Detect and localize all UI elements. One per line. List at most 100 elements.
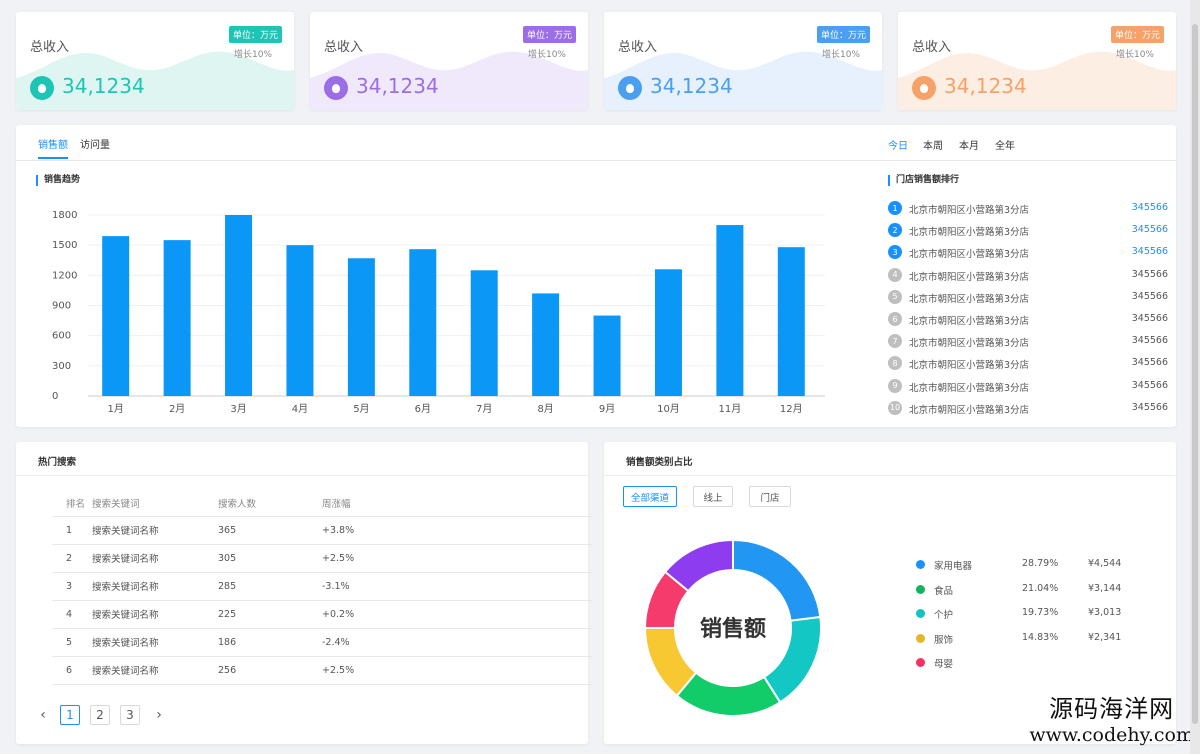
stat-title: 总收入 [912, 40, 952, 55]
wave-decoration [310, 51, 588, 110]
growth-text: 增长10% [1115, 50, 1154, 60]
page-1[interactable]: 1 [60, 705, 80, 725]
stat-card: 总收入 单位：万元 增长10% 34,1234 [310, 12, 588, 110]
table-row[interactable]: 1 搜索关键词名称 365 +3.8% [52, 516, 592, 545]
watermark-line-1: 源码海洋网 [1049, 695, 1175, 723]
bar[interactable] [409, 249, 437, 396]
donut-slice[interactable] [663, 538, 734, 593]
unit-badge: 单位：万元 [228, 26, 282, 43]
legend-dot [916, 584, 925, 594]
legend-item: 服饰 14.83% ¥2,341 [916, 631, 1176, 646]
page-3[interactable]: 3 [120, 705, 140, 725]
range-year[interactable]: 全年 [995, 141, 1015, 152]
channel-all-button[interactable]: 全部渠道 [623, 486, 677, 507]
range-week[interactable]: 本周 [923, 141, 943, 152]
store-sales: 345566 [1131, 357, 1168, 369]
hot-search-title: 热门搜索 [38, 457, 77, 468]
channel-store-button[interactable]: 门店 [749, 486, 791, 507]
channel-online-button[interactable]: 线上 [693, 486, 733, 507]
range-today[interactable]: 今日 [888, 141, 908, 152]
table-row[interactable]: 6 搜索关键词名称 256 +2.5% [52, 656, 592, 685]
bar[interactable] [777, 247, 805, 396]
stat-card: 总收入 单位：万元 增长10% 34,1234 [16, 12, 294, 110]
change-cell: +0.2% [322, 600, 592, 629]
sales-trend-chart: 0 300 600 900 1200 1500 1800 1月 2月 3月 4月 5月 6月 7月 8月 9月… [52, 210, 825, 415]
bar[interactable] [225, 215, 253, 396]
page-2[interactable]: 2 [90, 705, 110, 725]
money-bag-icon [324, 76, 348, 100]
table-row[interactable]: 2 搜索关键词名称 305 +2.5% [52, 544, 592, 573]
legend-item: 食品 21.04% ¥3,144 [916, 582, 1176, 597]
growth-text: 增长10% [821, 50, 860, 60]
rank-cell: 5 [52, 628, 92, 657]
bar[interactable] [286, 245, 314, 396]
bar[interactable] [593, 315, 621, 396]
table-row[interactable]: 4 搜索关键词名称 225 +0.2% [52, 600, 592, 629]
store-sales: 345566 [1131, 202, 1168, 213]
ranking-title: 门店销售额排行 [888, 175, 959, 186]
x-tick-label: 6月 [415, 403, 431, 415]
store-name: 北京市朝阳区小营路第3分店 [909, 249, 1030, 261]
keyword-cell[interactable]: 搜索关键词名称 [92, 544, 218, 573]
tab-visits[interactable]: 访问量 [80, 140, 110, 151]
unit-badge: 单位：万元 [1110, 26, 1164, 43]
range-month[interactable]: 本月 [959, 141, 979, 152]
donut-slice[interactable] [675, 671, 782, 717]
store-name: 北京市朝阳区小营路第3分店 [909, 382, 1030, 394]
stat-title: 总收入 [30, 40, 70, 55]
donut-slice[interactable] [732, 538, 822, 622]
ranking-row: 9 北京市朝阳区小营路第3分店 345566 [888, 378, 1168, 394]
wave-decoration [16, 51, 294, 110]
legend-percent: 19.73% [1022, 607, 1059, 619]
bar[interactable] [532, 293, 560, 396]
legend-value: ¥3,144 [1088, 582, 1122, 594]
bar[interactable] [716, 225, 744, 396]
users-cell: 285 [218, 572, 322, 601]
rank-badge: 8 [888, 356, 902, 371]
y-tick-label: 1800 [52, 210, 77, 221]
page-scrollbar[interactable] [1190, 0, 1200, 754]
scrollbar-thumb[interactable] [1192, 24, 1198, 724]
rank-cell: 2 [52, 544, 92, 573]
store-sales: 345566 [1131, 335, 1168, 347]
stat-value: 34,1234 [62, 74, 145, 98]
bar[interactable] [347, 258, 375, 396]
ranking-row: 1 北京市朝阳区小营路第3分店 345566 [888, 200, 1168, 216]
bar[interactable] [654, 269, 682, 396]
x-tick-label: 3月 [230, 403, 246, 415]
keyword-cell[interactable]: 搜索关键词名称 [92, 600, 218, 629]
keyword-cell[interactable]: 搜索关键词名称 [92, 516, 218, 545]
rank-badge: 7 [888, 334, 902, 349]
tab-sales[interactable]: 销售额 [38, 140, 68, 151]
keyword-cell[interactable]: 搜索关键词名称 [92, 572, 218, 601]
change-cell: -2.4% [322, 628, 592, 657]
unit-badge: 单位：万元 [816, 26, 870, 43]
legend-item: 母婴 [916, 655, 1176, 670]
store-sales: 345566 [1131, 246, 1168, 258]
hot-search-panel: 热门搜索 排名 搜索关键词 搜索人数 周涨幅 1 搜索关键词名称 365 +3.8% 2… [16, 442, 592, 744]
x-tick-label: 9月 [599, 403, 615, 415]
table-row[interactable]: 3 搜索关键词名称 285 -3.1% [52, 572, 592, 601]
legend-value: ¥3,013 [1088, 607, 1122, 619]
legend-item: 家用电器 28.79% ¥4,544 [916, 557, 1176, 572]
users-cell: 305 [218, 544, 322, 573]
category-header: 销售额类别占比 [604, 442, 1176, 476]
legend-dot [916, 609, 925, 619]
growth-text: 增长10% [527, 50, 566, 60]
bar[interactable] [102, 236, 130, 396]
next-page-icon[interactable]: › [156, 707, 162, 723]
keyword-cell[interactable]: 搜索关键词名称 [92, 628, 218, 657]
stat-title: 总收入 [618, 40, 658, 55]
bar[interactable] [470, 270, 498, 396]
store-name: 北京市朝阳区小营路第3分店 [909, 316, 1030, 327]
keyword-cell[interactable]: 搜索关键词名称 [92, 656, 218, 685]
prev-page-icon[interactable]: ‹ [40, 707, 46, 723]
users-cell: 256 [218, 656, 322, 685]
x-tick-label: 8月 [537, 403, 553, 415]
rank-badge: 6 [888, 312, 902, 326]
wave-decoration [898, 51, 1176, 110]
bar[interactable] [163, 240, 191, 396]
stat-value: 34,1234 [944, 74, 1027, 98]
table-row[interactable]: 5 搜索关键词名称 186 -2.4% [52, 628, 592, 657]
x-tick-label: 12月 [780, 403, 803, 415]
